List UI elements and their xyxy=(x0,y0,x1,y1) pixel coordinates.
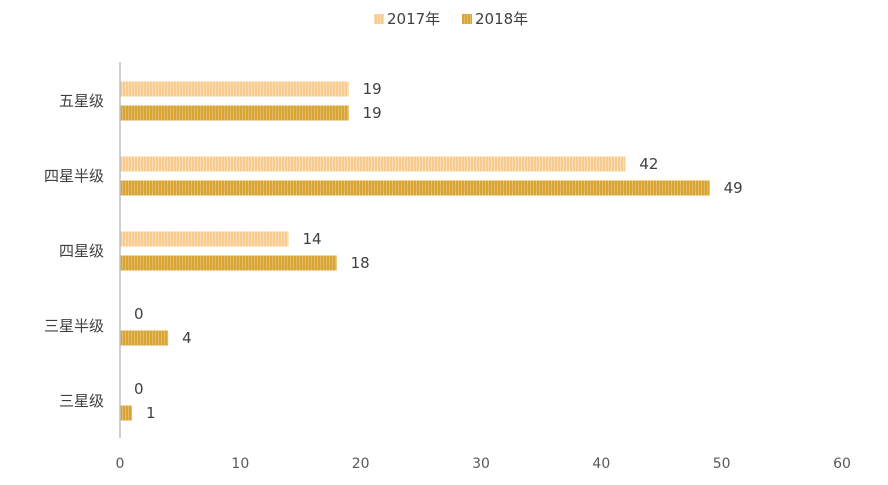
category-label: 三星半级 xyxy=(44,317,104,335)
category-label: 四星级 xyxy=(59,242,104,260)
bar-series2 xyxy=(120,105,349,121)
legend-swatch xyxy=(462,14,472,24)
x-tick-label: 30 xyxy=(472,456,490,472)
data-label: 19 xyxy=(363,104,382,122)
legend-label: 2017年 xyxy=(387,10,440,28)
x-axis-tick-labels: 0 10 20 30 40 50 60 xyxy=(116,456,851,472)
legend-swatch xyxy=(374,14,384,24)
x-tick-label: 10 xyxy=(231,456,249,472)
bar-series2 xyxy=(120,180,710,196)
data-label: 0 xyxy=(134,305,144,323)
bars-group xyxy=(120,81,710,421)
x-tick-label: 0 xyxy=(116,456,125,472)
x-tick-label: 60 xyxy=(833,456,851,472)
category-label: 四星半级 xyxy=(44,167,104,185)
category-label: 五星级 xyxy=(59,92,104,110)
bar-series1 xyxy=(120,231,289,247)
data-label: 18 xyxy=(351,254,370,272)
bar-series2 xyxy=(120,255,337,271)
x-tick-label: 20 xyxy=(352,456,370,472)
legend: 2017年 2018年 xyxy=(374,10,528,28)
data-label: 49 xyxy=(724,179,743,197)
data-label: 4 xyxy=(182,329,192,347)
data-label: 1 xyxy=(146,404,156,422)
bar-series2 xyxy=(120,330,169,346)
data-label: 19 xyxy=(363,80,382,98)
data-label: 0 xyxy=(134,380,144,398)
bar-series1 xyxy=(120,81,349,97)
category-label: 三星级 xyxy=(59,392,104,410)
data-label: 42 xyxy=(639,155,658,173)
x-tick-label: 40 xyxy=(592,456,610,472)
x-tick-label: 50 xyxy=(713,456,731,472)
legend-label: 2018年 xyxy=(475,10,528,28)
bar-series1 xyxy=(120,156,626,172)
bar-series2 xyxy=(120,405,133,421)
data-label: 14 xyxy=(302,230,321,248)
